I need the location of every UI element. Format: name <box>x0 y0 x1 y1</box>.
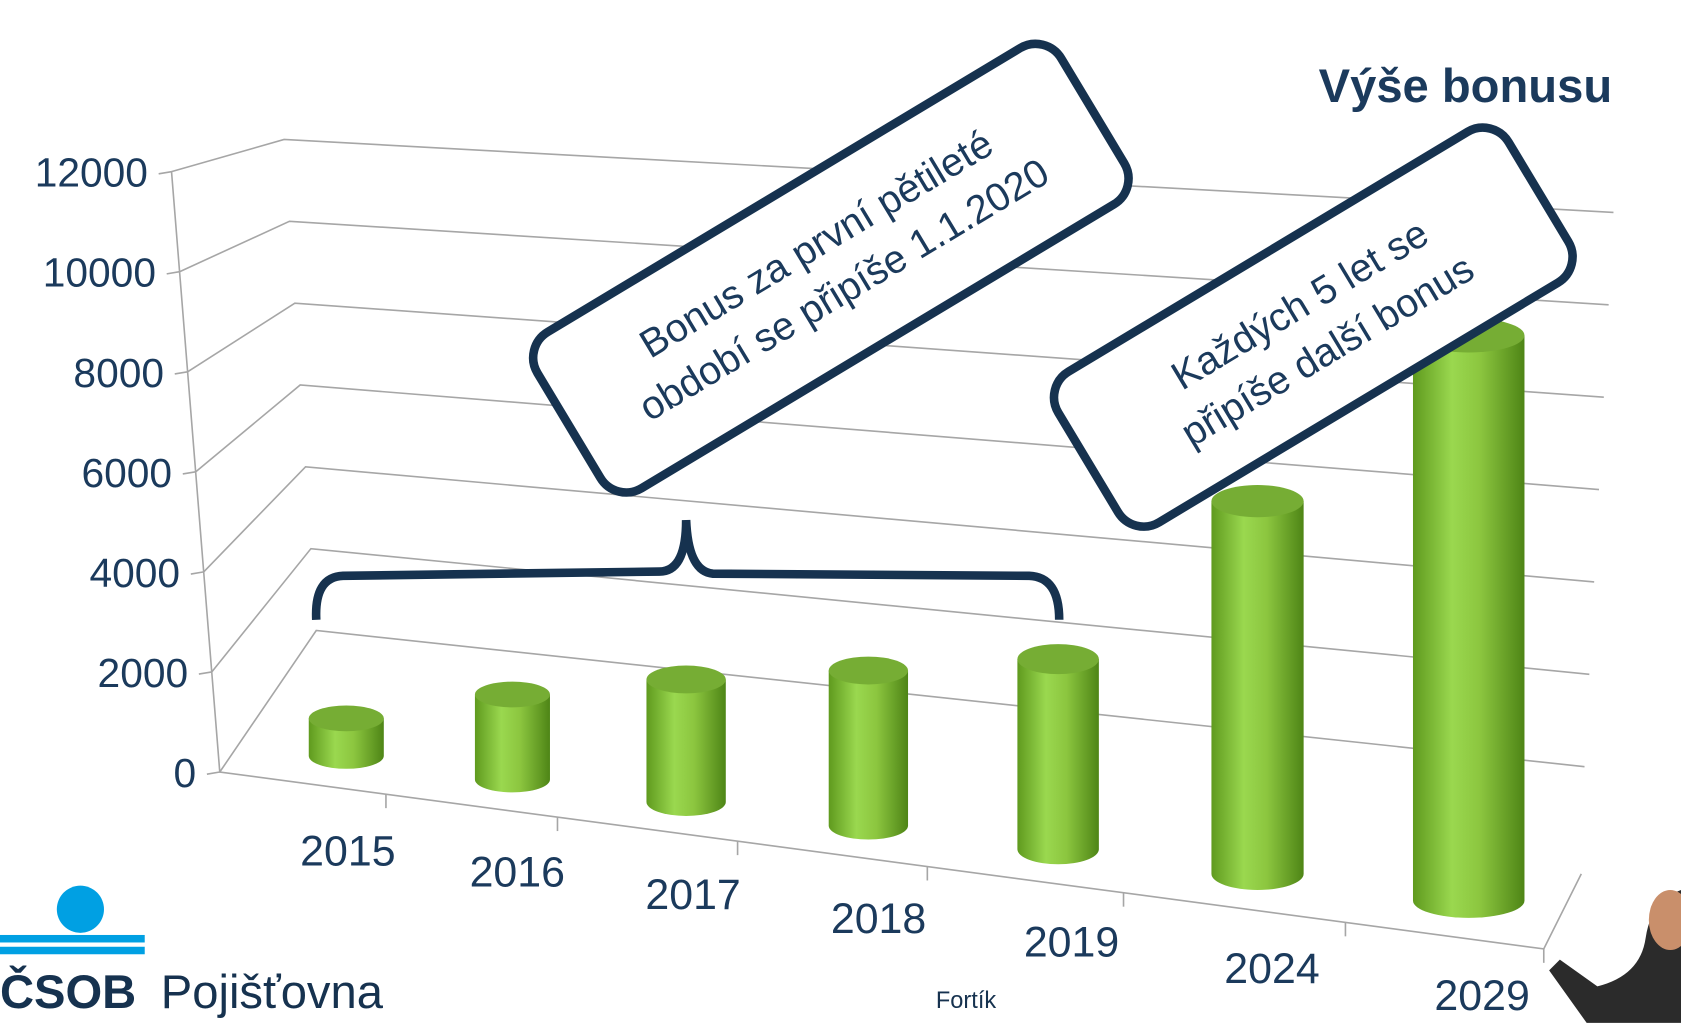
bar <box>475 694 550 792</box>
bar <box>646 679 725 816</box>
bar <box>1017 659 1098 864</box>
logo-name: Pojišťovna <box>161 965 384 1018</box>
callout-box <box>522 33 1140 504</box>
bar-top <box>829 657 908 685</box>
bar <box>1413 335 1524 917</box>
y-tick-label: 8000 <box>73 350 164 396</box>
y-tick <box>207 772 220 774</box>
y-tick-label: 4000 <box>90 550 181 596</box>
y-tick <box>199 672 212 674</box>
x-tick-label: 2018 <box>831 895 926 943</box>
y-tick-label: 2000 <box>98 650 189 696</box>
x-tick-label: 2029 <box>1434 972 1529 1020</box>
grid-line <box>204 467 1594 582</box>
x-tick-label: 2015 <box>300 827 395 875</box>
y-tick <box>167 272 180 274</box>
x-tick-label: 2019 <box>1024 918 1119 966</box>
y-tick <box>175 372 188 374</box>
y-tick-label: 0 <box>174 750 197 796</box>
y-tick-label: 12000 <box>35 150 148 196</box>
logo-stripe <box>0 935 145 943</box>
mascot <box>1549 890 1681 1023</box>
bar <box>829 671 908 840</box>
grid-line <box>212 549 1590 675</box>
y-tick-label: 6000 <box>81 450 172 496</box>
x-tick-label: 2017 <box>645 871 740 919</box>
bar-top <box>646 666 725 694</box>
callout: Bonus za první pětileté období se připíš… <box>522 33 1140 504</box>
chart: 0 2000 4000 6000 8000 10000 12000 2015 2016 2017… <box>0 0 1681 1023</box>
x-tick-label: 2024 <box>1224 945 1319 993</box>
logo-circle <box>57 886 104 933</box>
bar-top <box>1017 644 1098 674</box>
logo-brand: ČSOB <box>0 964 136 1018</box>
grid-line <box>196 385 1599 490</box>
footer: Fortík <box>936 987 996 1013</box>
bar-top <box>309 706 384 732</box>
y-tick <box>191 572 204 574</box>
bar <box>1211 501 1303 890</box>
logo-stripe <box>0 947 145 955</box>
bar-top <box>475 682 550 708</box>
bar-top <box>1211 485 1303 517</box>
x-tick-label: 2016 <box>470 849 565 897</box>
y-tick <box>159 172 172 174</box>
bars: 2015 2016 2017 2018 2019 2024 2029 <box>300 318 1530 1020</box>
chart-title: Výše bonusu <box>1319 59 1612 112</box>
brace <box>316 520 1059 620</box>
logo: ČSOB Pojišťovna <box>0 886 384 1018</box>
y-tick-label: 10000 <box>43 250 156 296</box>
y-tick <box>183 472 196 474</box>
